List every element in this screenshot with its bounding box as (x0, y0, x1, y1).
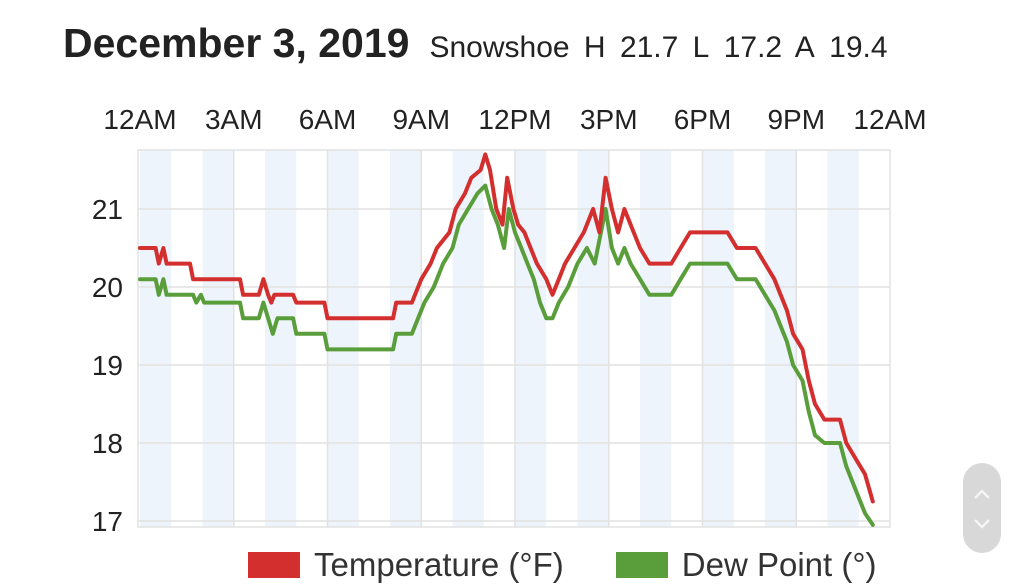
low-value: 17.2 (723, 31, 783, 64)
x-tick-label: 9AM (392, 104, 450, 135)
low-label: L (692, 31, 710, 64)
series-lines (138, 152, 875, 527)
dew-point-line (138, 183, 875, 527)
temperature-swatch (248, 552, 300, 578)
legend-label-dew-point: Dew Point (°) (681, 546, 877, 583)
avg-value: 19.4 (829, 31, 888, 64)
hour-band (202, 150, 234, 527)
chevron-up-icon[interactable] (963, 483, 1001, 505)
hour-band (640, 150, 672, 527)
avg-label: A (794, 31, 815, 64)
x-tick-label: 12PM (478, 104, 551, 135)
hour-band (265, 150, 297, 527)
station-name: Snowshoe (429, 31, 570, 64)
x-tick-label: 3PM (580, 104, 638, 135)
legend-label-temperature: Temperature (°F) (314, 546, 564, 583)
high-label: H (583, 31, 606, 64)
date-title: December 3, 2019 (63, 20, 410, 66)
hour-band (827, 150, 859, 527)
y-tick-label: 21 (92, 194, 123, 225)
temperature-line (138, 152, 875, 504)
x-tick-label: 12AM (103, 104, 176, 135)
x-tick-label: 6PM (674, 104, 732, 135)
hour-band (515, 150, 547, 527)
hour-band (702, 150, 734, 527)
y-axis-ticks: 17 18 19 20 21 (92, 194, 123, 537)
x-tick-label: 12AM (853, 104, 926, 135)
plot-border (137, 149, 891, 528)
hour-band (140, 150, 172, 527)
dew-point-swatch (615, 552, 668, 578)
x-tick-label: 6AM (299, 104, 357, 135)
x-axis-ticks: 12AM 3AM 6AM 9AM 12PM 3PM 6PM 9PM 12AM (103, 104, 926, 135)
chart-legend: Temperature (°F) Dew Point (°) (248, 546, 929, 584)
scroll-buttons[interactable] (963, 463, 1001, 553)
y-tick-label: 19 (92, 350, 123, 381)
x-tick-label: 3AM (205, 104, 263, 135)
x-tick-label: 9PM (767, 104, 825, 135)
hour-band (765, 150, 797, 527)
y-tick-label: 17 (92, 506, 123, 537)
high-value: 21.7 (619, 31, 679, 64)
chevron-down-icon[interactable] (963, 513, 1001, 535)
station-summary: Snowshoe H 21.7 L 17.2 A 19.4 (429, 31, 893, 65)
y-tick-label: 20 (92, 272, 123, 303)
y-tick-label: 18 (92, 428, 123, 459)
chart-header: December 3, 2019 Snowshoe H 21.7 L 17.2 … (63, 20, 894, 67)
hour-band (327, 150, 359, 527)
legend-item-dew-point[interactable]: Dew Point (°) (615, 546, 877, 584)
legend-item-temperature[interactable]: Temperature (°F) (248, 546, 564, 584)
